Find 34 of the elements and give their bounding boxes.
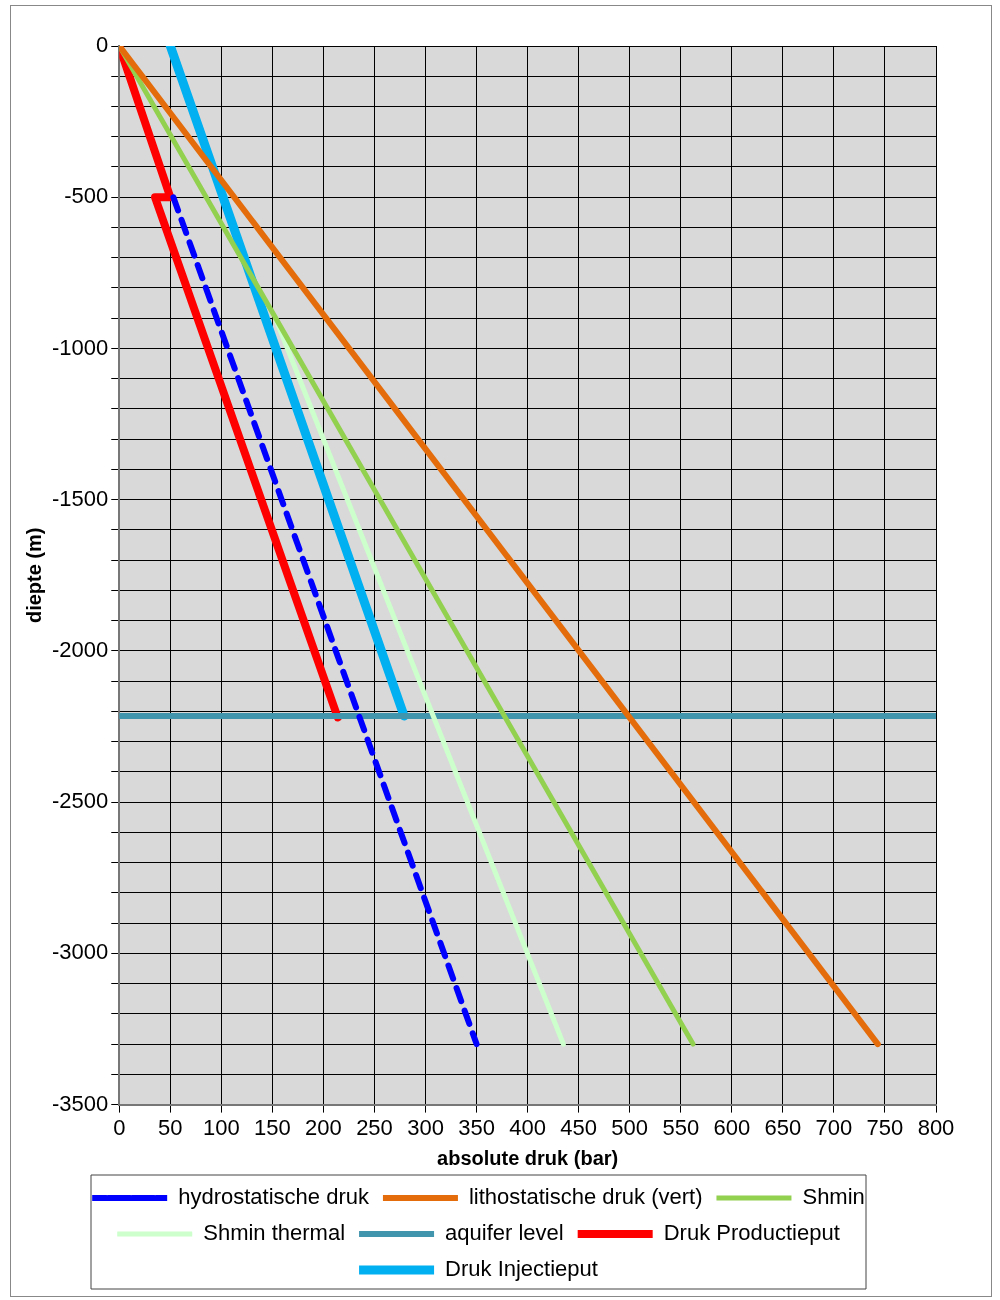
x-tick-label: 500 <box>611 1114 649 1140</box>
y-tick-label: -2000 <box>51 636 109 662</box>
legend-label: Shmin <box>802 1184 865 1210</box>
x-tick-label: 200 <box>305 1114 342 1140</box>
x-tick-label: 50 <box>158 1114 183 1140</box>
legend-label: Druk Injectieput <box>445 1256 598 1282</box>
legend-label: Druk Productieput <box>663 1220 840 1246</box>
legend-label: lithostatische druk (vert) <box>468 1184 703 1210</box>
x-tick-label: 400 <box>509 1114 546 1140</box>
y-tick-label: 0 <box>96 32 109 58</box>
x-tick-label: 150 <box>254 1114 291 1140</box>
legend-label: aquifer level <box>445 1220 564 1246</box>
x-tick-label: 550 <box>662 1114 700 1140</box>
x-tick-label: 100 <box>203 1114 240 1140</box>
y-axis-title: diepte (m) <box>22 527 45 624</box>
x-tick-label: 350 <box>458 1114 495 1140</box>
x-axis-title: absolute druk (bar) <box>437 1146 619 1169</box>
x-tick-label: 800 <box>917 1114 955 1140</box>
y-tick-label: -2500 <box>51 788 109 814</box>
x-tick-label: 250 <box>356 1114 393 1140</box>
x-tick-label: 0 <box>113 1114 126 1140</box>
legend-label: hydrostatische druk <box>178 1184 370 1210</box>
y-tick-label: -3500 <box>51 1090 109 1116</box>
x-tick-label: 300 <box>407 1114 444 1140</box>
x-tick-label: 700 <box>815 1114 853 1140</box>
y-tick-label: -3000 <box>51 939 109 965</box>
y-tick-label: -1500 <box>51 485 109 511</box>
x-tick-label: 750 <box>866 1114 904 1140</box>
legend-label: Shmin thermal <box>203 1220 346 1246</box>
y-tick-label: -1000 <box>51 334 109 360</box>
x-tick-label: 450 <box>560 1114 598 1140</box>
x-tick-label: 600 <box>713 1114 751 1140</box>
x-tick-label: 650 <box>764 1114 802 1140</box>
y-tick-label: -500 <box>64 183 109 209</box>
